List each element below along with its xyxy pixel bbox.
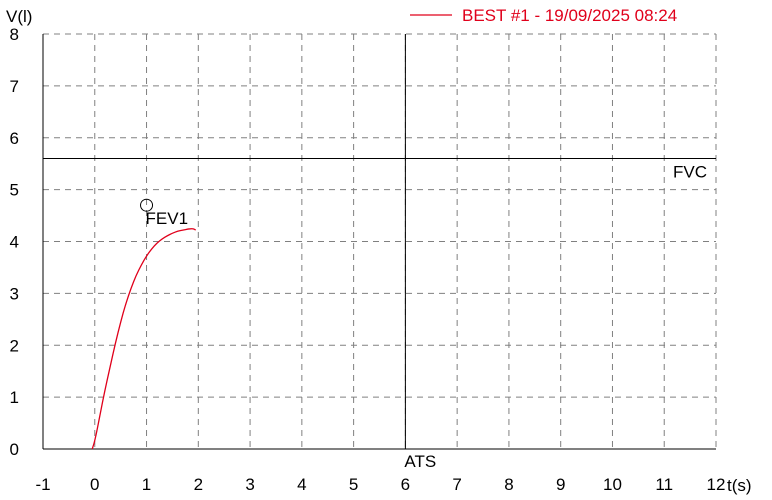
y-tick-label: 0	[10, 440, 19, 459]
x-tick-label: 8	[504, 475, 513, 494]
x-tick-label: 1	[142, 475, 151, 494]
y-tick-label: 2	[10, 336, 19, 355]
y-tick-label: 6	[10, 129, 19, 148]
y-axis-label: V(l)	[6, 7, 32, 26]
legend: BEST #1 - 19/09/2025 08:24	[410, 6, 677, 25]
marker-label-fev1: FEV1	[146, 209, 189, 228]
y-tick-label: 4	[10, 233, 19, 252]
grid	[43, 33, 717, 449]
reference-label-fvc: FVC	[673, 163, 707, 182]
legend-entry: BEST #1 - 19/09/2025 08:24	[462, 6, 677, 25]
marker-fev1	[140, 198, 154, 212]
x-tick-label: 2	[194, 475, 203, 494]
y-tick-label: 8	[10, 25, 19, 44]
x-tick-label: 4	[297, 475, 306, 494]
x-tick-label: 3	[245, 475, 254, 494]
series-group	[91, 228, 197, 450]
x-tick-label: 12	[707, 475, 726, 494]
x-tick-label: 11	[655, 475, 673, 494]
y-tick-label: 5	[10, 181, 19, 200]
x-tick-label: 7	[452, 475, 461, 494]
reference-label-ats: ATS	[404, 452, 436, 471]
x-tick-label: 6	[401, 475, 410, 494]
x-tick-label: -1	[35, 475, 50, 494]
reference-lines: FVC ATS	[43, 34, 716, 471]
x-tick-label: 10	[603, 475, 622, 494]
x-tick-label: 0	[90, 475, 99, 494]
x-tick-label: 5	[349, 475, 358, 494]
x-axis-label: t(s)	[727, 476, 752, 495]
y-tick-label: 1	[10, 388, 19, 407]
x-tick-label: 9	[556, 475, 565, 494]
series-line	[91, 228, 197, 450]
axes	[42, 34, 716, 450]
markers: FEV1	[140, 198, 189, 228]
y-tick-label: 7	[10, 77, 19, 96]
y-tick-label: 3	[10, 284, 19, 303]
